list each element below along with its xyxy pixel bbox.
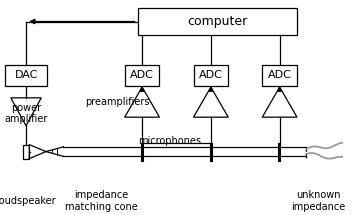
Bar: [125, 64, 159, 86]
Bar: [5, 64, 47, 86]
Bar: [23, 145, 29, 159]
Text: loudspeaker: loudspeaker: [0, 196, 56, 206]
Text: computer: computer: [187, 15, 247, 28]
Text: power
amplifier: power amplifier: [4, 103, 48, 124]
Text: unknown
impedance: unknown impedance: [291, 190, 346, 212]
Text: ADC: ADC: [268, 70, 291, 80]
Text: impedance
matching cone: impedance matching cone: [65, 190, 138, 212]
Bar: [194, 64, 228, 86]
Text: microphones: microphones: [138, 136, 201, 146]
Text: ADC: ADC: [199, 70, 223, 80]
Text: ADC: ADC: [130, 70, 154, 80]
Text: preamplifiers: preamplifiers: [85, 97, 150, 107]
Text: DAC: DAC: [14, 70, 38, 80]
Bar: [138, 8, 297, 35]
Bar: [262, 64, 297, 86]
